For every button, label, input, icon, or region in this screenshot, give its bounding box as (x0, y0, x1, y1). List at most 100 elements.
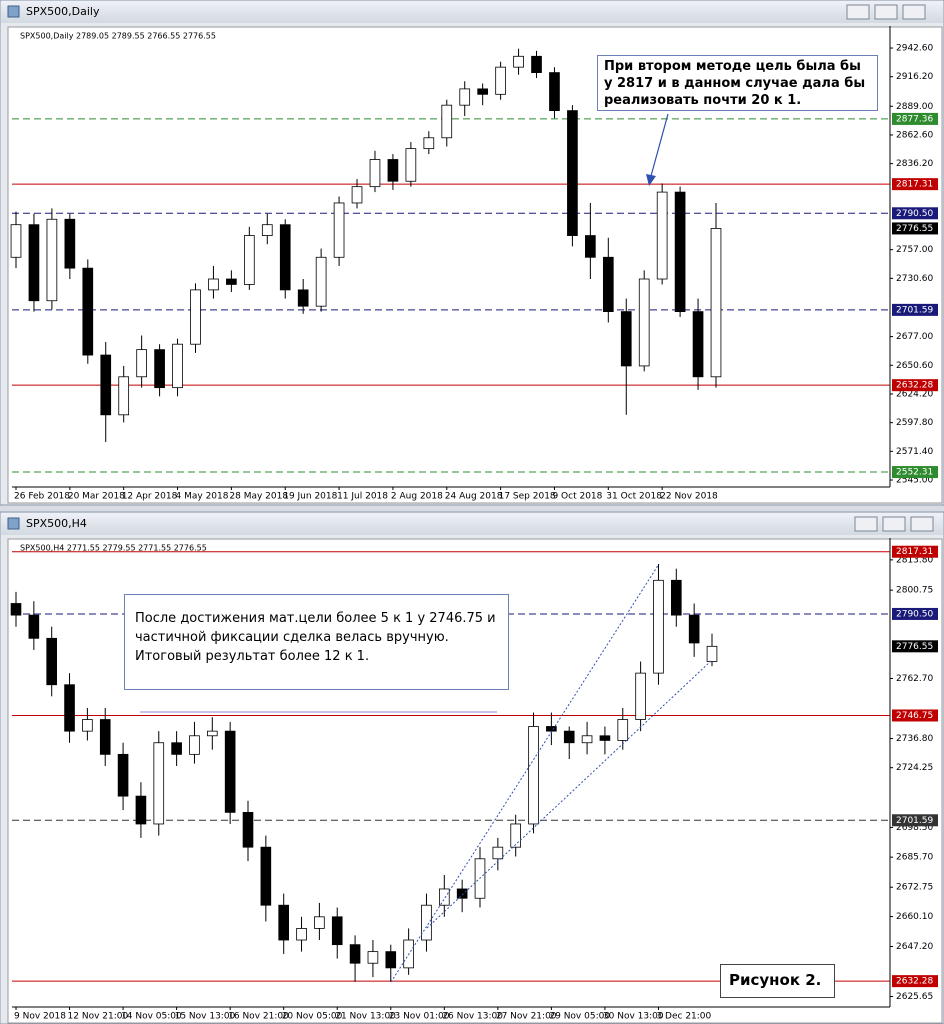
close-button[interactable] (910, 516, 934, 532)
annotation-box: При втором методе цель была бы у 2817 и … (597, 55, 878, 111)
annotation-box: После достижения мат.цели более 5 к 1 у … (124, 594, 509, 690)
y-tick-label: 2724.25 (896, 763, 933, 773)
y-tick-label: 2625.65 (896, 992, 933, 1002)
x-tick-label: 2 Aug 2018 (391, 492, 443, 502)
level-label: 2552.31 (896, 468, 933, 478)
candle-body (172, 343, 183, 389)
y-tick-label: 2624.20 (896, 389, 933, 399)
x-tick-label: 20 Mar 2018 (68, 492, 125, 502)
candle-body (190, 289, 201, 345)
candle-body (153, 742, 165, 825)
level-label-bg (892, 222, 938, 235)
minimize-button[interactable] (854, 516, 878, 532)
candle-body (99, 719, 111, 755)
candle-body (456, 888, 468, 899)
level-label-bg (892, 814, 938, 827)
candle-body (64, 218, 76, 269)
candle-body (510, 823, 521, 848)
minimize-button[interactable] (846, 4, 870, 20)
y-tick-label: 2650.60 (896, 361, 933, 371)
window-title: SPX500,H4 (26, 517, 87, 530)
candle-body (692, 311, 704, 378)
candle-body (82, 267, 94, 356)
level-label: 2746.75 (896, 711, 933, 721)
candle-body (638, 278, 650, 367)
level-label-bg (892, 112, 938, 125)
chart-info: SPX500,Daily 2789.05 2789.55 2766.55 277… (20, 32, 216, 41)
candle-body (567, 110, 578, 236)
candle-body (333, 202, 345, 258)
candle-body (243, 235, 255, 285)
candle-body (405, 148, 417, 182)
candle-body (656, 191, 668, 280)
chart-info: SPX500,H4 2771.55 2779.55 2771.55 2776.5… (20, 544, 207, 553)
candle-body (599, 735, 611, 741)
candle-body (369, 159, 381, 188)
x-tick-label: 22 Nov 2018 (660, 492, 718, 502)
figure-caption: Рисунок 2. (720, 964, 835, 998)
x-tick-label: 28 May 2018 (229, 492, 288, 502)
level-label: 2776.55 (896, 224, 933, 234)
candle-body (549, 72, 560, 112)
candle-body (441, 104, 453, 139)
candle-body (581, 735, 593, 744)
y-tick-label: 2942.60 (896, 44, 933, 54)
x-tick-label: 17 Sep 2018 (499, 492, 556, 502)
candle-body (671, 579, 682, 616)
y-tick-label: 2813.80 (896, 555, 933, 565)
restore-button[interactable] (874, 4, 898, 20)
level-label-bg (892, 545, 938, 558)
candle-body (242, 811, 254, 848)
candle-body (387, 159, 399, 182)
y-tick-label: 2672.75 (896, 883, 933, 893)
candle-body (10, 603, 22, 616)
level-label: 2632.28 (896, 381, 933, 391)
candle-body (635, 672, 646, 720)
candle-body (154, 349, 165, 389)
candle-body (531, 55, 542, 73)
candle-body (421, 904, 432, 941)
level-label-bg (892, 379, 938, 392)
candle-body (620, 311, 632, 367)
x-tick-label: 24 Aug 2018 (445, 492, 503, 502)
level-label: 2701.59 (896, 816, 933, 826)
candle-body (226, 278, 237, 285)
level-label-bg (892, 640, 938, 653)
x-tick-label: 3 Dec 21:00 (656, 1012, 711, 1022)
level-label-bg (892, 709, 938, 722)
candle-body (351, 186, 363, 204)
candle-body (617, 719, 629, 741)
x-tick-label: 11 Jul 2018 (337, 492, 388, 502)
candle-body (100, 354, 112, 416)
x-tick-label: 30 Nov 13:00 (603, 1012, 664, 1022)
y-tick-label: 2571.40 (896, 447, 933, 457)
x-tick-label: 12 Apr 2018 (122, 492, 178, 502)
candle-body (438, 888, 450, 906)
candle-body (208, 278, 219, 291)
close-button[interactable] (902, 4, 926, 20)
y-tick-label: 2889.00 (896, 102, 933, 112)
level-label: 2790.50 (896, 609, 933, 619)
candle-body (349, 944, 361, 964)
level-label-bg (892, 607, 938, 620)
candle-body (688, 614, 700, 644)
annotation-arrowhead (646, 174, 656, 186)
restore-button[interactable] (882, 516, 906, 532)
window-icon (7, 5, 20, 18)
x-tick-label: 14 Nov 05:00 (121, 1012, 182, 1022)
title-bar (1, 513, 943, 535)
candle-body (279, 224, 291, 291)
x-tick-label: 20 Nov 05:00 (282, 1012, 343, 1022)
x-tick-label: 31 Oct 2018 (606, 492, 662, 502)
window-icon (7, 517, 20, 530)
candle-body (46, 637, 57, 686)
candle-body (206, 730, 218, 737)
y-tick-label: 2698.50 (896, 823, 933, 833)
y-tick-label: 2597.80 (896, 418, 933, 428)
level-label: 2776.55 (896, 642, 933, 652)
level-label-bg (892, 178, 938, 191)
x-tick-label: 15 Nov 13:00 (175, 1012, 236, 1022)
candle-body (297, 289, 309, 307)
trend-line (390, 563, 660, 983)
